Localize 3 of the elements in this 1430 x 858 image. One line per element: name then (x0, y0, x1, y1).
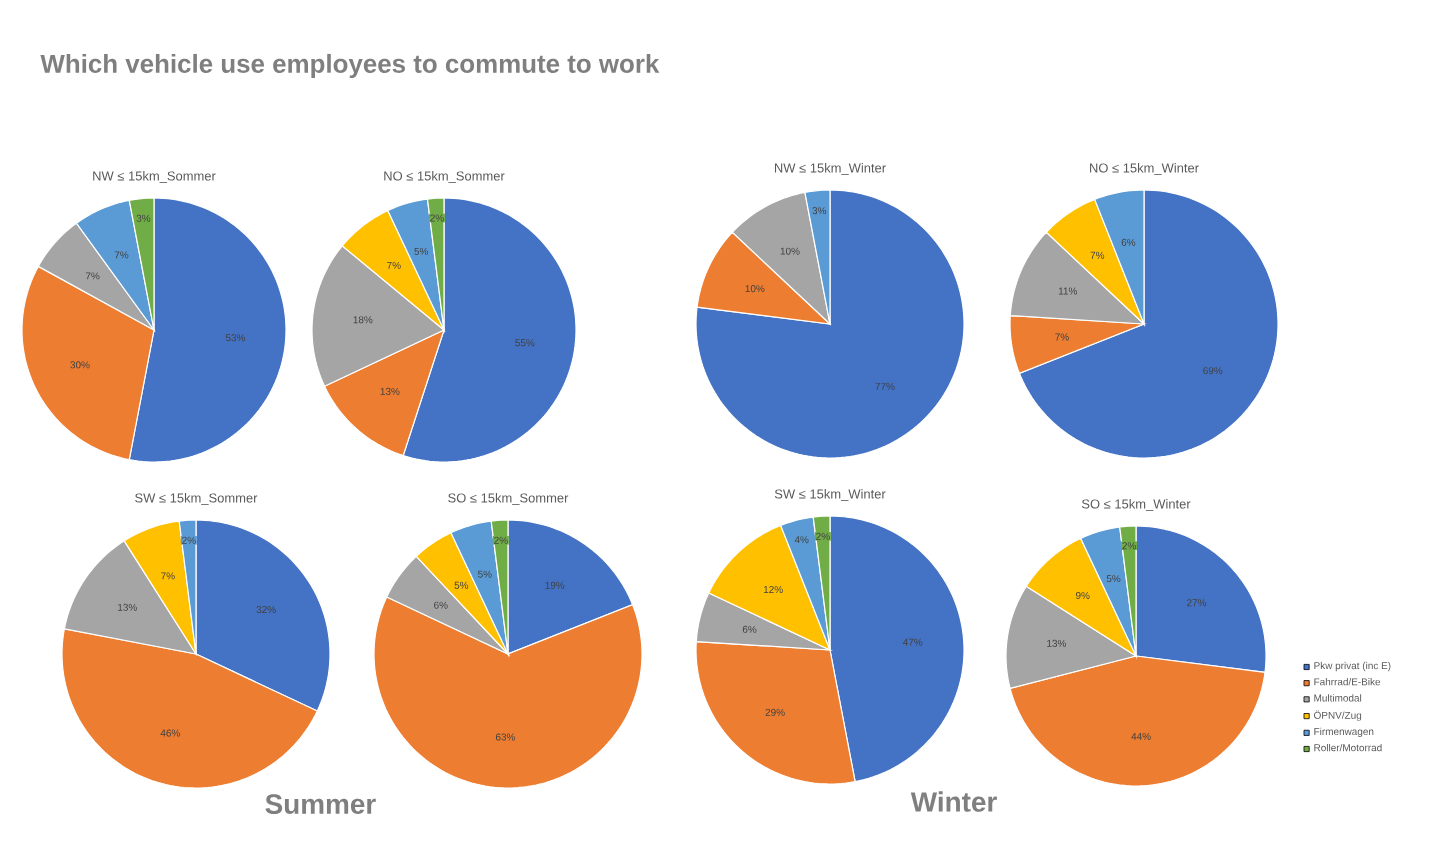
text: Which vehicle use employees to commute to work (40, 53, 660, 79)
text: Winter (910, 791, 997, 812)
text: Summer (265, 794, 376, 814)
